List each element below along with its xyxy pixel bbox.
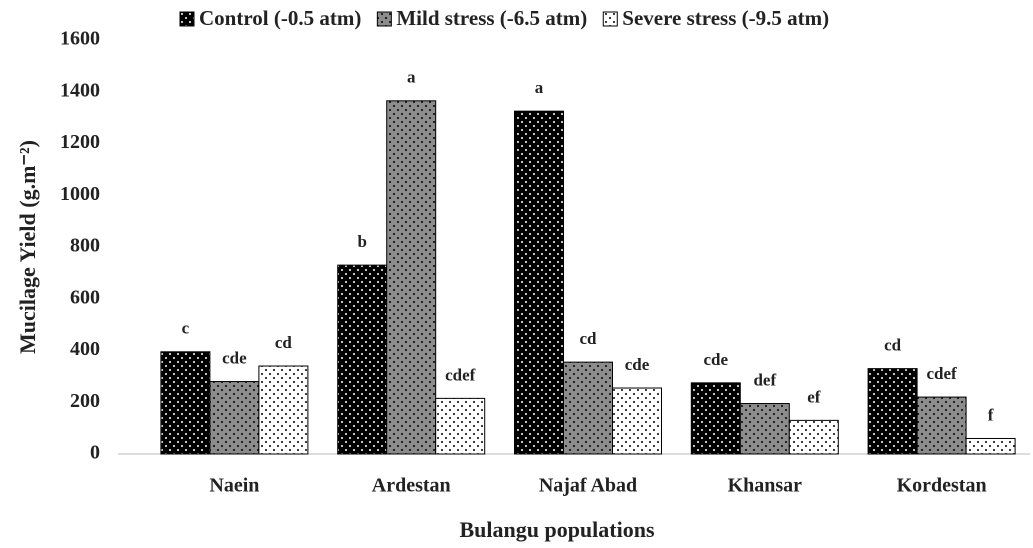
bar-annotation: cd <box>884 336 902 355</box>
legend-label: Severe stress (-9.5 atm) <box>622 6 829 30</box>
legend-swatch <box>179 11 195 27</box>
x-tick-label: Naein <box>209 475 259 497</box>
bar-annotation: cd <box>580 329 598 348</box>
x-tick-label: Najaf Abad <box>539 475 637 497</box>
bar <box>563 361 613 455</box>
x-tick-label: Ardestan <box>372 475 451 497</box>
legend-swatch <box>376 11 392 27</box>
bar-annotation: cdef <box>445 365 476 384</box>
bar-annotation: cd <box>275 333 293 352</box>
legend-swatch <box>602 11 618 27</box>
bar <box>514 110 564 455</box>
bar <box>258 365 309 455</box>
bar-annotation: a <box>407 68 416 87</box>
y-tick-label: 1000 <box>60 183 100 205</box>
bar-annotation: ef <box>807 387 821 406</box>
bar <box>435 397 486 455</box>
bar-annotation: cde <box>704 350 729 369</box>
bar-annotation: cdef <box>926 364 957 383</box>
bar-annotation: def <box>753 370 776 389</box>
bar <box>867 368 918 455</box>
bar <box>739 403 790 455</box>
y-tick-label: 1200 <box>60 131 100 153</box>
y-tick-label: 200 <box>70 390 100 412</box>
y-tick-label: 0 <box>90 442 100 464</box>
x-tick-label: Khansar <box>728 475 803 497</box>
bar <box>337 264 388 455</box>
bar-annotation: cde <box>625 355 650 374</box>
x-axis-label: Bulangu populations <box>459 517 654 542</box>
bar <box>612 387 662 455</box>
legend-label: Control (-0.5 atm) <box>199 6 361 30</box>
bar <box>160 351 211 455</box>
bar <box>209 381 260 455</box>
bar <box>386 100 437 455</box>
x-tick-label: Kordestan <box>897 475 987 497</box>
y-tick-label: 1600 <box>60 28 100 50</box>
y-axis-label: Mucilage Yield (g.m⁻²) <box>15 140 40 354</box>
y-tick-label: 800 <box>70 235 100 257</box>
bar-annotation: c <box>182 319 190 338</box>
bar <box>916 396 967 455</box>
y-tick-label: 400 <box>70 338 100 360</box>
bar-annotation: b <box>357 232 366 251</box>
y-tick-label: 1400 <box>60 79 100 101</box>
bar-annotation: a <box>535 78 544 97</box>
bar <box>690 382 741 455</box>
bar-annotation: f <box>988 405 994 424</box>
bar-annotation: cde <box>222 348 247 367</box>
bar <box>788 419 839 455</box>
legend-label: Mild stress (-6.5 atm) <box>396 6 587 30</box>
bar <box>965 437 1016 455</box>
y-tick-label: 600 <box>70 286 100 308</box>
